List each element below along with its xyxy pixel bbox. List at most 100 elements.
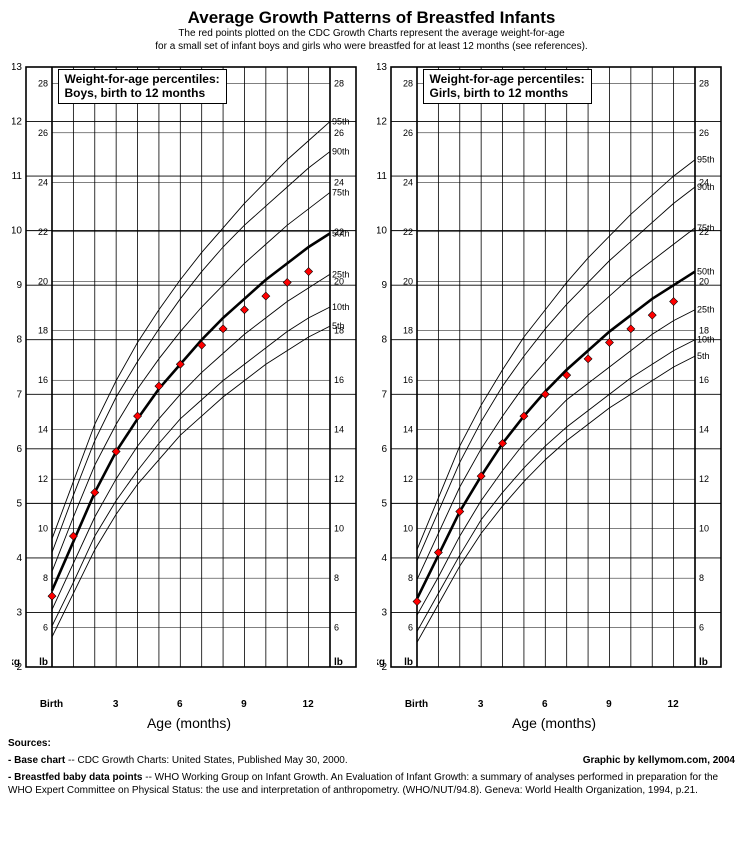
xtick-label: 12 bbox=[303, 699, 314, 710]
svg-text:95th: 95th bbox=[697, 155, 715, 165]
xtick-label: Birth bbox=[40, 699, 63, 710]
svg-text:18: 18 bbox=[402, 326, 412, 336]
svg-text:22: 22 bbox=[402, 227, 412, 237]
xtick-label: 6 bbox=[542, 699, 548, 710]
svg-text:25th: 25th bbox=[697, 305, 715, 315]
svg-text:7: 7 bbox=[381, 389, 387, 400]
svg-text:8: 8 bbox=[699, 573, 704, 583]
chart-boys-svg: 2345678910111213668810101212141416161818… bbox=[12, 59, 367, 699]
sources-header: Sources: bbox=[8, 737, 735, 750]
svg-text:12: 12 bbox=[37, 474, 47, 484]
svg-text:lb: lb bbox=[334, 657, 343, 668]
xtick-label: 9 bbox=[606, 699, 612, 710]
svg-text:5th: 5th bbox=[697, 351, 710, 361]
xtick-label: 3 bbox=[478, 699, 484, 710]
chart-boys-title: Weight-for-age percentiles: Boys, birth … bbox=[58, 69, 227, 104]
svg-text:10: 10 bbox=[377, 226, 387, 237]
svg-text:12: 12 bbox=[402, 474, 412, 484]
svg-text:24: 24 bbox=[402, 177, 412, 187]
svg-text:28: 28 bbox=[402, 78, 412, 88]
svg-text:9: 9 bbox=[16, 280, 22, 291]
svg-text:8: 8 bbox=[381, 335, 387, 346]
svg-text:5th: 5th bbox=[332, 321, 345, 331]
svg-text:12: 12 bbox=[699, 474, 709, 484]
page-subtitle: The red points plotted on the CDC Growth… bbox=[8, 28, 735, 53]
sources-bfdata: - Breastfed baby data points -- WHO Work… bbox=[8, 771, 735, 797]
svg-text:90th: 90th bbox=[332, 147, 350, 157]
svg-text:4: 4 bbox=[16, 553, 22, 564]
svg-text:20: 20 bbox=[699, 276, 709, 286]
svg-text:16: 16 bbox=[37, 375, 47, 385]
svg-text:26: 26 bbox=[37, 128, 47, 138]
svg-text:28: 28 bbox=[334, 78, 344, 88]
svg-text:5: 5 bbox=[381, 498, 387, 509]
svg-text:11: 11 bbox=[12, 171, 22, 182]
svg-text:50th: 50th bbox=[697, 267, 715, 277]
svg-text:75th: 75th bbox=[332, 187, 350, 197]
svg-text:10: 10 bbox=[37, 524, 47, 534]
sources-basechart: Graphic by kellymom.com, 2004 - Base cha… bbox=[8, 754, 735, 767]
svg-text:3: 3 bbox=[16, 607, 22, 618]
svg-text:90th: 90th bbox=[697, 182, 715, 192]
xtick-label: Birth bbox=[405, 699, 428, 710]
charts-row: Weight-for-age percentiles: Boys, birth … bbox=[8, 59, 735, 731]
svg-text:16: 16 bbox=[402, 375, 412, 385]
svg-text:50th: 50th bbox=[332, 228, 350, 238]
svg-text:8: 8 bbox=[16, 335, 22, 346]
svg-text:4: 4 bbox=[381, 553, 387, 564]
svg-text:lb: lb bbox=[699, 657, 708, 668]
svg-text:26: 26 bbox=[334, 128, 344, 138]
svg-text:26: 26 bbox=[402, 128, 412, 138]
xtick-label: 12 bbox=[668, 699, 679, 710]
svg-text:24: 24 bbox=[37, 177, 47, 187]
svg-text:7: 7 bbox=[16, 389, 22, 400]
svg-text:lb: lb bbox=[39, 657, 48, 668]
svg-text:14: 14 bbox=[37, 425, 47, 435]
svg-text:9: 9 bbox=[381, 280, 387, 291]
svg-text:13: 13 bbox=[377, 62, 387, 73]
svg-text:10: 10 bbox=[699, 524, 709, 534]
sources-block: Sources: Graphic by kellymom.com, 2004 -… bbox=[8, 737, 735, 797]
svg-text:10th: 10th bbox=[332, 302, 350, 312]
svg-text:20: 20 bbox=[37, 276, 47, 286]
page-title: Average Growth Patterns of Breastfed Inf… bbox=[8, 8, 735, 28]
xtick-label: 9 bbox=[241, 699, 247, 710]
svg-text:3: 3 bbox=[381, 607, 387, 618]
svg-text:28: 28 bbox=[37, 78, 47, 88]
svg-text:6: 6 bbox=[699, 623, 704, 633]
svg-text:12: 12 bbox=[377, 117, 387, 128]
svg-text:16: 16 bbox=[699, 375, 709, 385]
svg-text:25th: 25th bbox=[332, 269, 350, 279]
svg-text:12: 12 bbox=[334, 474, 344, 484]
sources-credit: Graphic by kellymom.com, 2004 bbox=[583, 754, 735, 767]
svg-text:8: 8 bbox=[42, 573, 47, 583]
chart-boys-xlabel: Age (months) bbox=[12, 715, 367, 731]
svg-text:6: 6 bbox=[16, 444, 22, 455]
svg-text:22: 22 bbox=[37, 227, 47, 237]
svg-text:10th: 10th bbox=[697, 335, 715, 345]
svg-text:13: 13 bbox=[12, 62, 22, 73]
svg-text:10: 10 bbox=[402, 524, 412, 534]
chart-boys: Weight-for-age percentiles: Boys, birth … bbox=[12, 59, 367, 731]
svg-text:10: 10 bbox=[334, 524, 344, 534]
svg-text:28: 28 bbox=[699, 78, 709, 88]
chart-girls-xlabel: Age (months) bbox=[377, 715, 732, 731]
svg-text:kg: kg bbox=[377, 657, 385, 668]
svg-text:75th: 75th bbox=[697, 223, 715, 233]
chart-girls-xticks: Birth 3 6 9 12 bbox=[377, 699, 732, 717]
svg-text:10: 10 bbox=[12, 226, 22, 237]
svg-text:8: 8 bbox=[407, 573, 412, 583]
svg-text:18: 18 bbox=[37, 326, 47, 336]
svg-text:6: 6 bbox=[334, 623, 339, 633]
chart-girls-svg: 2345678910111213668810101212141416161818… bbox=[377, 59, 732, 699]
svg-text:26: 26 bbox=[699, 128, 709, 138]
svg-text:lb: lb bbox=[404, 657, 413, 668]
svg-text:95th: 95th bbox=[332, 117, 350, 127]
svg-text:6: 6 bbox=[407, 623, 412, 633]
chart-girls-title: Weight-for-age percentiles: Girls, birth… bbox=[423, 69, 592, 104]
xtick-label: 6 bbox=[177, 699, 183, 710]
xtick-label: 3 bbox=[113, 699, 119, 710]
svg-text:14: 14 bbox=[334, 425, 344, 435]
svg-text:kg: kg bbox=[12, 657, 20, 668]
svg-text:20: 20 bbox=[402, 276, 412, 286]
